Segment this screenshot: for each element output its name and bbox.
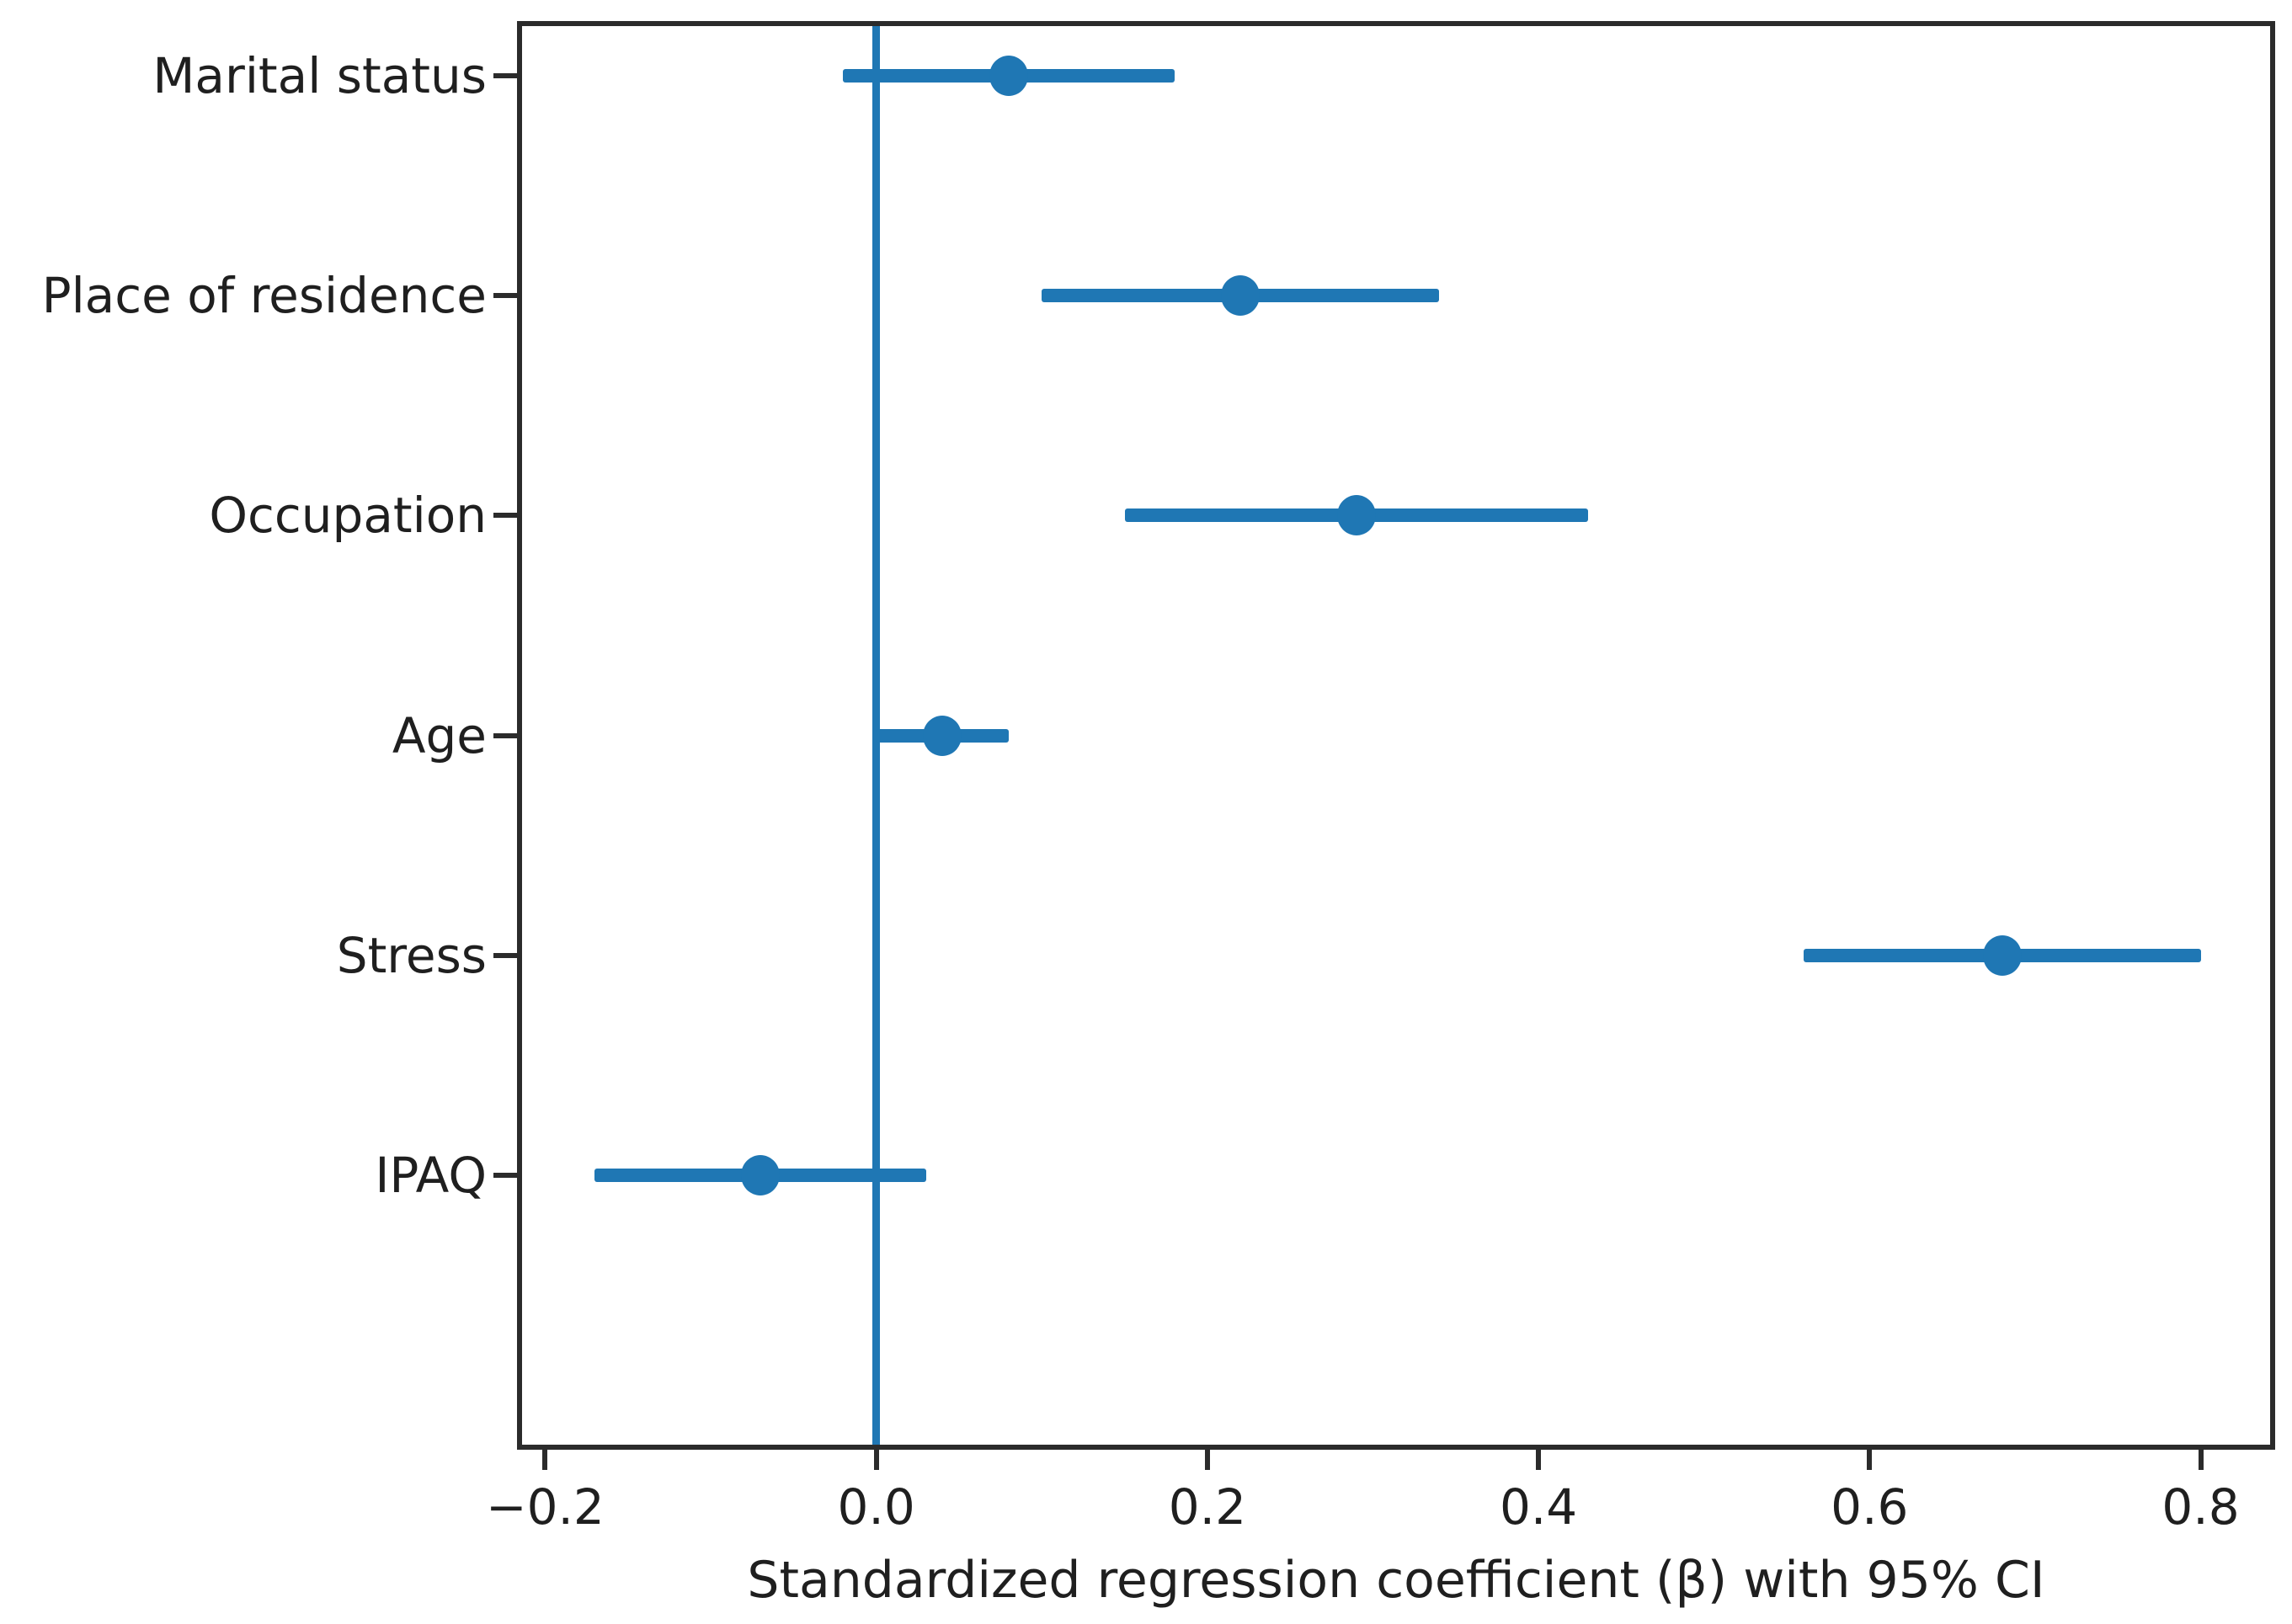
y-tick-mark bbox=[493, 952, 517, 958]
x-tick-label: 0.4 bbox=[1499, 1478, 1578, 1536]
x-tick-mark bbox=[2198, 1450, 2204, 1470]
x-axis-label: Standardized regression coefficient (β) … bbox=[747, 1551, 2045, 1610]
y-tick-mark bbox=[493, 1172, 517, 1178]
y-tick-mark bbox=[493, 732, 517, 738]
x-tick-label: 0.0 bbox=[837, 1478, 915, 1536]
x-tick-label: 0.2 bbox=[1168, 1478, 1246, 1536]
x-tick-mark bbox=[1536, 1450, 1542, 1470]
x-tick-mark bbox=[1867, 1450, 1873, 1470]
x-tick-mark bbox=[1204, 1450, 1210, 1470]
y-tick-mark bbox=[493, 293, 517, 299]
x-tick-mark bbox=[873, 1450, 879, 1470]
y-tick-label: Marital status bbox=[152, 47, 487, 105]
y-tick-mark bbox=[493, 73, 517, 79]
x-tick-label: 0.6 bbox=[1831, 1478, 1909, 1536]
y-tick-label: Stress bbox=[336, 926, 487, 984]
y-tick-label: Age bbox=[392, 706, 487, 764]
x-tick-label: 0.8 bbox=[2161, 1478, 2240, 1536]
y-tick-mark bbox=[493, 513, 517, 519]
x-tick-label: −0.2 bbox=[486, 1478, 605, 1536]
plot-area bbox=[517, 21, 2275, 1450]
y-tick-label: IPAQ bbox=[375, 1146, 487, 1204]
y-tick-label: Place of residence bbox=[41, 267, 487, 325]
y-tick-label: Occupation bbox=[209, 487, 487, 545]
x-tick-mark bbox=[542, 1450, 548, 1470]
